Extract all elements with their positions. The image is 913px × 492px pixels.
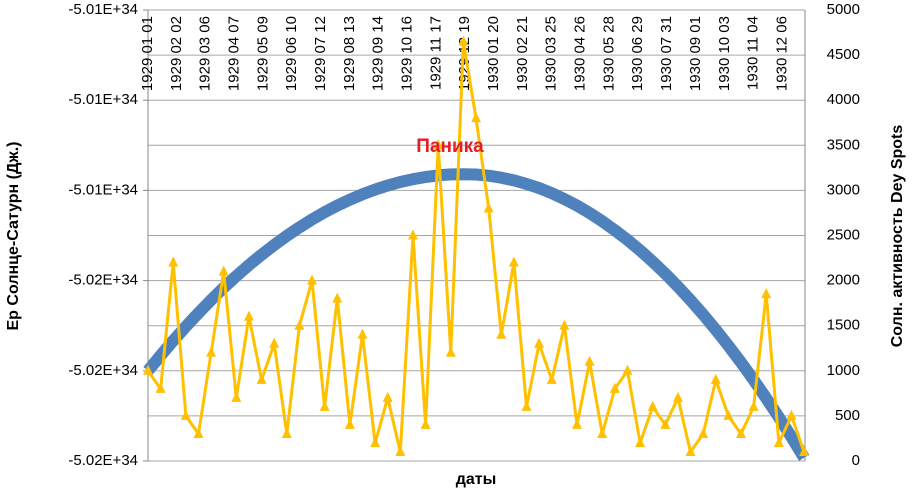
x-tick-label: 1930 10 03 xyxy=(716,16,733,91)
point xyxy=(445,346,456,357)
point xyxy=(395,445,406,456)
x-tick-label: 1929 01 01 xyxy=(139,16,156,91)
point xyxy=(571,418,582,429)
y2-tick-label: 4000 xyxy=(827,91,860,108)
point xyxy=(647,400,658,411)
x-tick-label: 1929 09 14 xyxy=(370,16,387,91)
point xyxy=(294,319,305,330)
point xyxy=(206,346,217,357)
y2-tick-label: 1000 xyxy=(827,362,860,379)
series-line xyxy=(143,168,810,461)
point xyxy=(799,445,810,456)
point xyxy=(281,427,292,438)
point xyxy=(256,373,267,384)
point xyxy=(773,436,784,447)
x-tick-label: 1929 04 07 xyxy=(225,16,242,91)
x-tick-label: 1930 09 01 xyxy=(687,16,704,91)
point xyxy=(736,427,747,438)
y2-tick-label: 2500 xyxy=(827,226,860,243)
x-axis-title: даты xyxy=(456,471,497,488)
point xyxy=(483,202,494,213)
x-tick-label: 1929 10 16 xyxy=(399,16,416,91)
y-tick-label: -5.01E+34 xyxy=(68,181,138,198)
point xyxy=(332,292,343,303)
x-tick-label: 1930 06 29 xyxy=(629,16,646,91)
point xyxy=(672,391,683,402)
y2-tick-label: 5000 xyxy=(827,1,860,18)
annotation: Паника xyxy=(416,136,484,157)
y-tick-label: -5.02E+34 xyxy=(68,272,138,289)
point xyxy=(534,337,545,348)
y2-tick-label: 3000 xyxy=(827,181,860,198)
point xyxy=(155,382,166,393)
point xyxy=(559,319,570,330)
point xyxy=(433,139,444,150)
point xyxy=(698,427,709,438)
point xyxy=(344,418,355,429)
x-tick-label: 1930 11 04 xyxy=(745,16,762,90)
point xyxy=(748,400,759,411)
x-tick-label: 1929 06 10 xyxy=(283,16,300,91)
y-tick-label: -5.02E+34 xyxy=(68,362,138,379)
x-tick-label: 1930 04 26 xyxy=(572,16,589,91)
point xyxy=(685,445,696,456)
y2-tick-label: 0 xyxy=(852,452,860,469)
x-tick-label: 1929 02 02 xyxy=(168,16,185,91)
y2-tick-label: 4500 xyxy=(827,46,860,63)
point xyxy=(269,337,280,348)
point xyxy=(407,229,418,240)
point xyxy=(319,400,330,411)
x-tick-label: 1929 08 13 xyxy=(341,16,358,91)
y2-axis-title: Солн. активность Dey Spots xyxy=(889,125,906,348)
point xyxy=(597,427,608,438)
series-line xyxy=(146,40,806,454)
y-tick-label: -5.02E+34 xyxy=(68,452,138,469)
point xyxy=(546,373,557,384)
x-tick-label: 1929 05 09 xyxy=(254,16,271,91)
point xyxy=(420,418,431,429)
point xyxy=(710,373,721,384)
x-tick-label: 1930 03 25 xyxy=(543,16,560,91)
point xyxy=(471,112,482,123)
point xyxy=(370,436,381,447)
point xyxy=(307,274,318,285)
y2-tick-label: 3500 xyxy=(827,136,860,153)
point xyxy=(243,310,254,321)
y-axis-title: Ер Солнце-Сатурн (Дж.) xyxy=(5,141,22,330)
point xyxy=(496,328,507,339)
point xyxy=(458,35,469,46)
point xyxy=(584,355,595,366)
point xyxy=(193,427,204,438)
point xyxy=(622,364,633,375)
point xyxy=(143,364,153,375)
y2-tick-label: 2000 xyxy=(827,272,860,289)
x-tick-label: 1929 03 06 xyxy=(197,16,214,91)
y-tick-label: -5.01E+34 xyxy=(68,1,138,18)
point xyxy=(635,436,646,447)
point xyxy=(382,391,393,402)
point xyxy=(521,400,532,411)
point xyxy=(786,409,797,420)
point xyxy=(508,256,519,267)
x-tick-label: 1930 02 21 xyxy=(514,16,531,91)
x-tick-label: 1930 12 06 xyxy=(773,16,790,91)
point xyxy=(218,265,229,276)
x-tick-label: 1929 07 12 xyxy=(312,16,329,91)
point xyxy=(723,409,734,420)
point xyxy=(609,382,620,393)
y2-tick-label: 1500 xyxy=(827,317,860,334)
x-tick-label: 1930 07 31 xyxy=(658,16,675,91)
point xyxy=(231,391,242,402)
y-tick-label: -5.01E+34 xyxy=(68,91,138,108)
x-tick-label: 1930 01 20 xyxy=(485,16,502,91)
point xyxy=(168,256,179,267)
point xyxy=(761,288,772,299)
point xyxy=(357,328,368,339)
x-tick-label: 1929 11 17 xyxy=(427,16,444,90)
point xyxy=(660,418,671,429)
y2-tick-label: 500 xyxy=(835,407,860,424)
point xyxy=(180,409,191,420)
x-tick-label: 1930 05 28 xyxy=(600,16,617,91)
